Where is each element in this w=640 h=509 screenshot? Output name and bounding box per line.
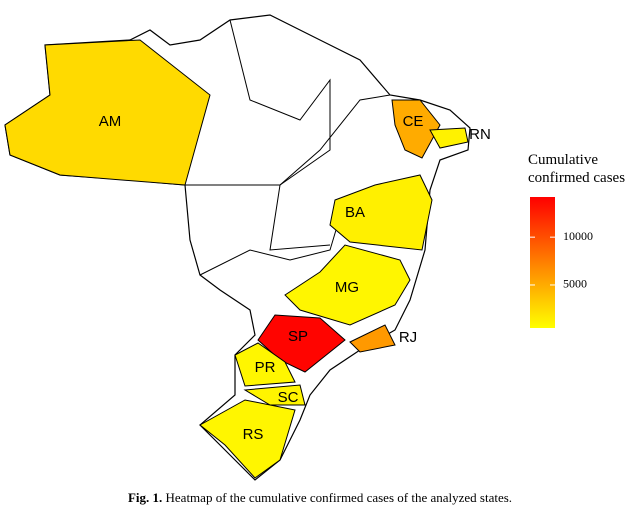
state-label: RJ: [399, 329, 417, 346]
border: [199, 199, 346, 276]
state-label: BA: [345, 204, 365, 221]
caption-text: Heatmap of the cumulative confirmed case…: [166, 490, 513, 505]
border: [185, 94, 391, 186]
legend-title: Cumulative: [528, 152, 598, 168]
legend: Cumulative confirmed cases 10000 5000: [528, 152, 625, 328]
colorbar: [530, 197, 555, 328]
state-label: RS: [243, 426, 264, 443]
state: [199, 399, 296, 479]
state-label: PR: [255, 359, 276, 376]
tick-label: 5000: [563, 277, 587, 291]
border: [229, 19, 331, 251]
caption-label: Fig. 1.: [128, 490, 162, 505]
state-label: CE: [403, 113, 424, 130]
state: [329, 174, 433, 251]
state-label: MG: [335, 279, 359, 296]
state: [349, 324, 396, 353]
state-label: AM: [99, 113, 122, 130]
state: [243, 384, 306, 406]
state-label: RN: [469, 126, 491, 143]
state-label: SP: [288, 328, 308, 345]
state: [4, 39, 211, 186]
tick-label: 10000: [563, 229, 593, 243]
state-label: SC: [278, 389, 299, 406]
caption: Fig. 1. Heatmap of the cumulative confir…: [128, 490, 512, 505]
state: [391, 99, 441, 159]
state: [284, 244, 411, 326]
state: [234, 342, 296, 387]
state: [429, 127, 469, 149]
legend-title: confirmed cases: [528, 170, 625, 186]
